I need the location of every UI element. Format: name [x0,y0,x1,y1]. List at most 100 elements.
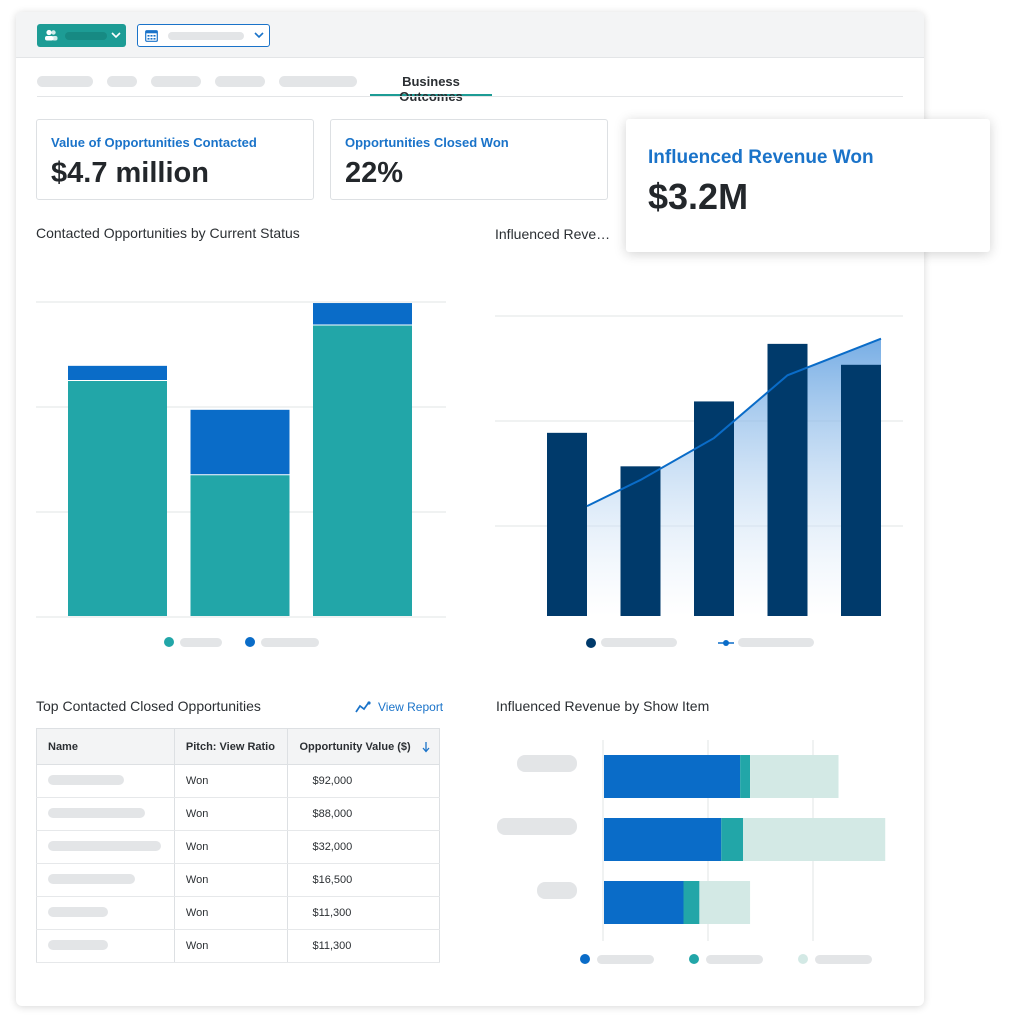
table-row[interactable]: Won $92,000 [36,764,440,798]
table-row[interactable]: Won $88,000 [36,797,440,831]
date-range-dropdown[interactable] [137,24,270,47]
date-range-placeholder [168,32,244,40]
cell-name [36,896,175,930]
bar-series-2 [68,365,167,381]
legend-dot-series-3 [798,954,808,964]
legend-dot-series-2 [689,954,699,964]
kpi-card-closed-won: Opportunities Closed Won 22% [330,119,608,200]
status-chart-title: Contacted Opportunities by Current Statu… [36,225,300,241]
calendar-icon [145,30,158,42]
cell-name [36,764,175,798]
top-table-title: Top Contacted Closed Opportunities [36,698,261,714]
team-filter-dropdown[interactable] [37,24,126,47]
cell-ratio: Won [174,929,289,963]
bar-segment-series-3 [750,755,839,798]
bar-segment-series-2 [740,755,751,798]
category-label-placeholder [517,755,577,772]
top-opportunities-table: Name Pitch: View Ratio Opportunity Value… [36,728,440,963]
col-header-ratio[interactable]: Pitch: View Ratio [174,728,289,765]
bar-series-1 [313,325,412,616]
bar-segment-series-1 [604,818,722,861]
kpi-label: Influenced Revenue Won [648,147,874,168]
cell-name [36,863,175,897]
tab-placeholder-1[interactable] [37,76,93,87]
cell-ratio: Won [174,764,289,798]
legend-label-placeholder [180,638,222,647]
legend-label-placeholder [738,638,814,647]
tab-placeholder-3[interactable] [151,76,201,87]
filter-toolbar [16,12,924,58]
sort-descending-icon[interactable] [422,742,430,753]
bar-segment-series-2 [683,881,700,924]
legend-dot-series-1 [164,637,174,647]
cell-value: $11,300 [287,896,440,930]
cell-value: $88,000 [287,797,440,831]
bar [620,466,661,616]
status-chart [36,301,446,618]
bar-segment-series-1 [604,755,741,798]
kpi-card-influenced-revenue: Influenced Revenue Won $3.2M [626,119,990,252]
bar-series-1 [68,380,167,616]
legend-dot-series-2 [245,637,255,647]
category-label-placeholder [537,882,577,899]
legend-label-placeholder [601,638,677,647]
tab-divider [37,96,903,97]
bar [547,432,587,616]
kpi-card-value-contacted: Value of Opportunities Contacted $4.7 mi… [36,119,314,200]
cell-ratio: Won [174,797,289,831]
chevron-down-icon [111,32,121,39]
chart-bars [547,343,881,616]
bar [694,401,734,616]
legend-label-placeholder [261,638,319,647]
col-header-name[interactable]: Name [36,728,175,765]
cell-value: $11,300 [287,929,440,963]
col-header-value[interactable]: Opportunity Value ($) [287,728,440,765]
legend-label-placeholder [597,955,654,964]
table-row[interactable]: Won $11,300 [36,896,440,930]
table-row[interactable]: Won $32,000 [36,830,440,864]
bar-segment-series-3 [699,881,751,924]
cell-value: $32,000 [287,830,440,864]
legend-label-placeholder [706,955,763,964]
bar-segment-series-1 [604,881,684,924]
tab-business-outcomes[interactable]: Business Outcomes [370,74,492,104]
table-header-row: Name Pitch: View Ratio Opportunity Value… [36,728,440,765]
tab-placeholder-4[interactable] [215,76,265,87]
bar-segment-series-2 [721,818,744,861]
legend-label-placeholder [815,955,872,964]
influenced-revenue-chart [495,315,903,616]
table-row[interactable]: Won $11,300 [36,929,440,963]
chevron-down-icon [254,32,264,39]
show-item-chart [602,740,886,941]
cell-name [36,797,175,831]
show-item-chart-title: Influenced Revenue by Show Item [496,698,710,714]
cell-value: $16,500 [287,863,440,897]
bar-series-1 [190,474,290,616]
cell-ratio: Won [174,863,289,897]
bar-segment-series-3 [743,818,886,861]
bar [767,343,808,616]
table-row[interactable]: Won $16,500 [36,863,440,897]
legend-dot-series-1 [580,954,590,964]
kpi-value: $4.7 million [51,157,209,189]
kpi-value: $3.2M [648,176,749,217]
legend-dot-bars [586,638,596,648]
cell-ratio: Won [174,830,289,864]
kpi-value: 22% [345,157,404,189]
cell-value: $92,000 [287,764,440,798]
tab-placeholder-2[interactable] [107,76,137,87]
trend-line [586,337,882,507]
bar-series-2 [190,409,290,475]
chart-bars [604,755,886,924]
bar-series-2 [313,303,412,326]
col-header-value-label: Opportunity Value ($) [299,740,411,753]
bar [841,364,881,616]
cell-name [36,830,175,864]
tab-placeholder-5[interactable] [279,76,357,87]
trend-chart-icon [355,701,371,713]
chart-bars [68,303,412,616]
category-label-placeholder [497,818,577,835]
view-report-label: View Report [378,700,444,714]
users-icon [45,29,58,41]
view-report-link[interactable]: View Report [355,699,443,715]
